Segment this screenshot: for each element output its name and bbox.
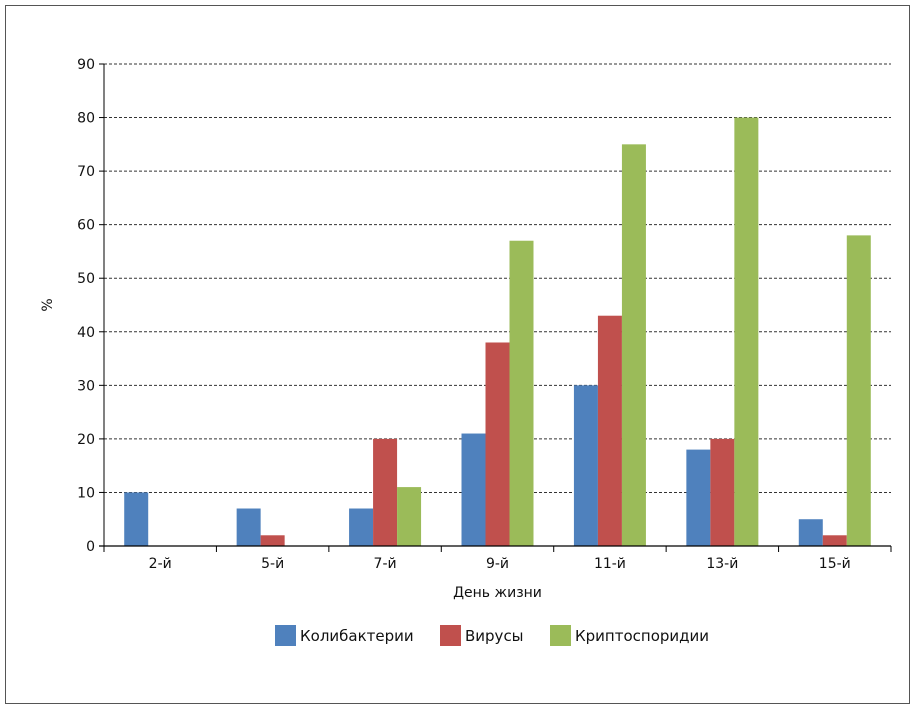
legend-label: Колибактерии: [300, 627, 414, 645]
x-tick-label: 2-й: [149, 556, 172, 572]
legend-label: Вирусы: [465, 627, 524, 645]
bar-Криптоспоридии-13-й: [734, 117, 759, 547]
y-tick-label: 40: [77, 325, 95, 341]
bar-Колибактерии-15-й: [798, 519, 823, 546]
x-tick-label: 9-й: [486, 556, 509, 572]
bar-Вирусы-15-й: [822, 535, 847, 546]
x-tick-label: 5-й: [261, 556, 284, 572]
bar-Колибактерии-11-й: [573, 385, 598, 546]
chart-frame: [5, 5, 910, 704]
x-tick-label: 7-й: [374, 556, 397, 572]
bar-Колибактерии-5-й: [236, 508, 261, 546]
bar-Колибактерии-9-й: [461, 433, 486, 546]
y-tick-label: 90: [77, 57, 95, 73]
y-tick-label: 70: [77, 164, 95, 180]
bar-Вирусы-11-й: [597, 315, 622, 546]
x-axis-title: День жизни: [453, 585, 542, 601]
bar-Колибактерии-13-й: [686, 449, 711, 546]
bar-Вирусы-5-й: [260, 535, 285, 546]
bar-Колибактерии-2-й: [124, 492, 149, 546]
legend-swatch-Криптоспоридии: [550, 625, 571, 646]
legend-swatch-Колибактерии: [275, 625, 296, 646]
y-tick-label: 20: [77, 432, 95, 448]
bar-Криптоспоридии-11-й: [621, 144, 646, 547]
y-tick-label: 0: [86, 539, 95, 555]
bar-Криптоспоридии-7-й: [397, 487, 422, 546]
bar-Вирусы-9-й: [485, 342, 510, 546]
bar-Криптоспоридии-9-й: [509, 240, 534, 546]
x-tick-label: 11-й: [594, 556, 626, 572]
legend-label: Криптоспоридии: [575, 627, 709, 645]
bar-Вирусы-13-й: [710, 438, 735, 546]
y-tick-label: 10: [77, 485, 95, 501]
x-tick-label: 13-й: [706, 556, 738, 572]
y-tick-label: 80: [77, 111, 95, 127]
y-axis-title: %: [40, 298, 56, 311]
y-tick-label: 50: [77, 271, 95, 287]
y-tick-label: 60: [77, 218, 95, 234]
bar-Вирусы-7-й: [373, 438, 398, 546]
y-tick-label: 30: [77, 378, 95, 394]
bar-Колибактерии-7-й: [349, 508, 374, 546]
bar-Криптоспоридии-15-й: [846, 235, 871, 546]
legend-swatch-Вирусы: [440, 625, 461, 646]
x-tick-label: 15-й: [819, 556, 851, 572]
